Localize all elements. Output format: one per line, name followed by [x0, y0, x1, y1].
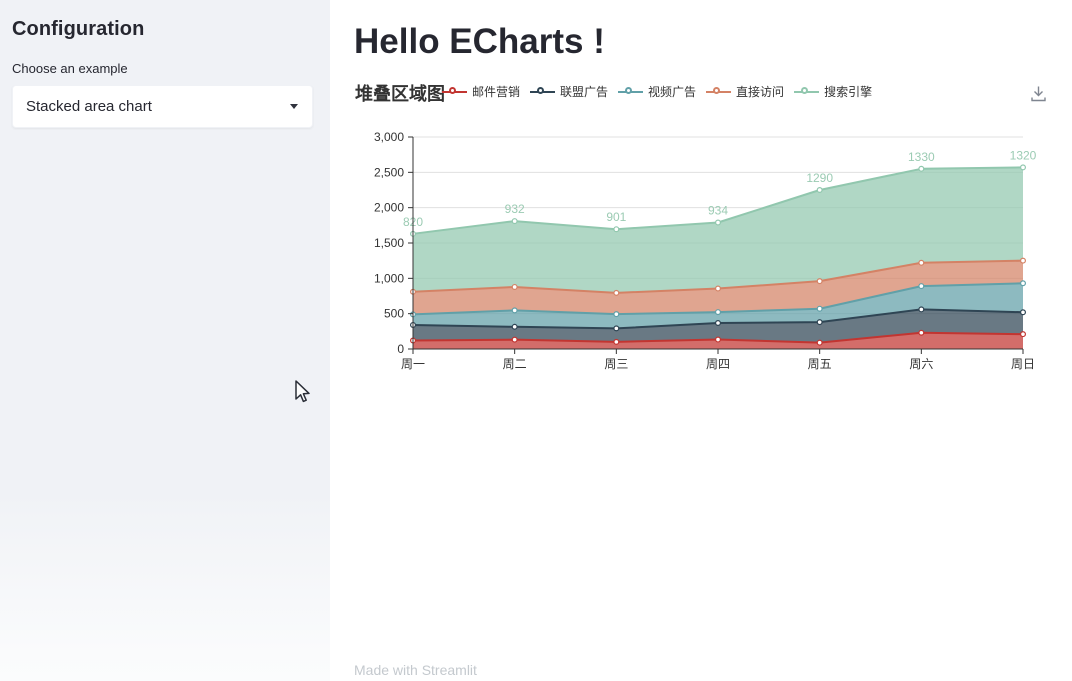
svg-text:周日: 周日	[1011, 357, 1035, 371]
svg-text:1,000: 1,000	[374, 271, 404, 285]
sidebar: Configuration Choose an example Stacked …	[0, 0, 330, 681]
legend-item-搜索引擎[interactable]: 搜索引擎	[794, 83, 872, 100]
svg-text:1320: 1320	[1010, 148, 1037, 162]
svg-text:1,500: 1,500	[374, 236, 404, 250]
svg-text:周二: 周二	[503, 357, 527, 371]
made-with-streamlit: Made with Streamlit	[354, 662, 477, 678]
selectbox-value: Stacked area chart	[26, 98, 152, 115]
legend-line-circle-icon	[794, 86, 820, 98]
legend-label: 搜索引擎	[824, 85, 873, 99]
svg-text:2,000: 2,000	[374, 201, 404, 215]
chart-legend: 邮件营销 联盟广告 视频广告 直接访问 搜索引擎	[442, 83, 872, 100]
svg-text:932: 932	[505, 202, 525, 216]
legend-item-直接访问[interactable]: 直接访问	[706, 83, 784, 100]
legend-label: 邮件营销	[472, 85, 521, 99]
svg-text:周五: 周五	[808, 357, 832, 371]
download-button[interactable]	[1027, 82, 1049, 104]
legend-item-联盟广告[interactable]: 联盟广告	[530, 83, 608, 100]
legend-line-circle-icon	[618, 86, 644, 98]
legend-item-邮件营销[interactable]: 邮件营销	[442, 83, 520, 100]
echarts-stacked-area-chart[interactable]: 820 932 901 934 1290 1330 1320 0 500 1,000 1,500 2,…	[354, 75, 1060, 385]
svg-text:500: 500	[384, 307, 404, 321]
page-title: Hello ECharts !	[354, 22, 605, 61]
svg-text:周三: 周三	[604, 357, 628, 371]
svg-text:周四: 周四	[706, 357, 730, 371]
svg-text:1330: 1330	[908, 150, 935, 164]
svg-text:934: 934	[708, 204, 728, 218]
legend-line-circle-icon	[442, 86, 467, 98]
svg-text:3,000: 3,000	[374, 130, 404, 144]
example-selectbox[interactable]: Stacked area chart	[12, 85, 313, 128]
legend-item-视频广告[interactable]: 视频广告	[618, 83, 696, 100]
legend-label: 视频广告	[648, 85, 697, 99]
svg-text:0: 0	[397, 342, 404, 356]
legend-line-circle-icon	[706, 86, 732, 98]
svg-text:901: 901	[606, 210, 626, 224]
svg-text:1290: 1290	[806, 171, 833, 185]
download-icon	[1030, 86, 1046, 101]
chart-title: 堆叠区域图	[355, 84, 445, 104]
select-label: Choose an example	[12, 61, 128, 76]
sidebar-title: Configuration	[12, 18, 145, 40]
svg-text:周六: 周六	[909, 357, 933, 371]
chevron-down-icon	[290, 104, 298, 109]
legend-label: 直接访问	[736, 85, 785, 99]
svg-text:2,500: 2,500	[374, 165, 404, 179]
svg-text:周一: 周一	[401, 357, 425, 371]
legend-line-circle-icon	[530, 86, 556, 98]
legend-label: 联盟广告	[560, 85, 609, 99]
